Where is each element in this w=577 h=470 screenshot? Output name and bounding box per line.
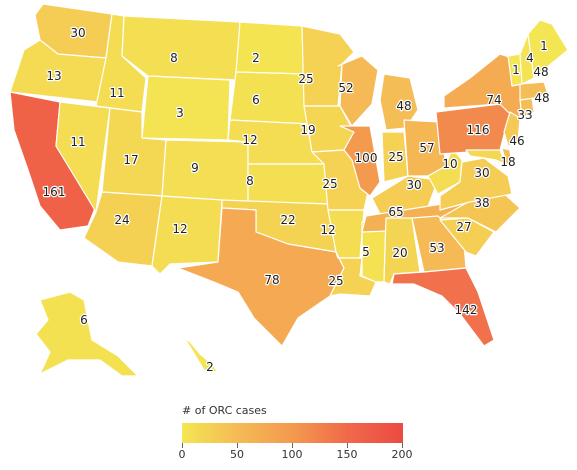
state-me: [527, 19, 569, 79]
state-ga: [411, 215, 467, 273]
legend-tick-label: 150: [336, 448, 358, 461]
state-value-label-ks: 8: [246, 174, 254, 188]
state-value-label-tn: 65: [388, 205, 403, 219]
state-value-label-me: 1: [540, 39, 548, 53]
state-value-label-wv: 10: [442, 157, 457, 171]
state-de: [501, 147, 513, 167]
state-wv: [427, 147, 463, 195]
legend-tick: [182, 443, 183, 448]
state-value-label-ga: 53: [429, 241, 444, 255]
state-il: [339, 125, 381, 197]
state-value-label-il: 100: [355, 151, 378, 165]
state-ma: [519, 81, 549, 101]
state-value-label-sc: 27: [456, 220, 471, 234]
state-value-label-co: 9: [191, 161, 199, 175]
state-ks: [247, 163, 329, 205]
state-value-label-ca: 161: [43, 185, 66, 199]
us-choropleth-map: 30 13 161 11 11 8 3 17 24 9 12 2 6 12 8 22 78 25 19 25 12 25 5…: [9, 3, 569, 377]
state-value-label-nd: 2: [252, 51, 260, 65]
state-value-label-nj: 33: [517, 108, 532, 122]
state-value-label-ky: 30: [406, 178, 421, 192]
state-value-label-fl: 142: [455, 303, 478, 317]
state-nj: [503, 111, 521, 147]
state-value-label-ct: 48: [534, 91, 549, 105]
color-legend: # of ORC cases 0 50 100 150 200: [176, 404, 416, 466]
state-tx: [177, 207, 345, 347]
state-md: [465, 149, 507, 165]
legend-tick-label: 100: [281, 448, 303, 461]
state-value-label-mi: 48: [396, 99, 411, 113]
state-value-label-mo: 25: [322, 177, 337, 191]
state-value-label-ny: 74: [486, 93, 501, 107]
legend-tick: [237, 443, 238, 448]
state-value-label-hi: 2: [206, 360, 214, 374]
state-value-label-mn: 25: [298, 72, 313, 86]
legend-tick: [292, 443, 293, 448]
state-value-label-vt: 1: [512, 63, 520, 77]
state-fl: [391, 267, 495, 347]
state-value-label-ne: 12: [242, 133, 257, 147]
state-value-label-tx: 78: [264, 273, 279, 287]
state-value-label-la: 25: [328, 274, 343, 288]
state-value-label-ar: 12: [320, 223, 335, 237]
state-value-label-nc: 38: [474, 196, 489, 210]
legend-tick: [347, 443, 348, 448]
state-la: [329, 251, 377, 297]
state-value-label-ma: 48: [533, 65, 548, 79]
state-value-label-oh: 57: [419, 141, 434, 155]
state-value-label-in: 25: [388, 150, 403, 164]
state-value-label-ut: 17: [123, 153, 138, 167]
state-value-label-nm: 12: [172, 222, 187, 236]
state-value-label-va: 30: [474, 166, 489, 180]
state-value-label-mt: 8: [170, 51, 178, 65]
state-value-label-ms: 5: [362, 245, 370, 259]
state-value-label-or: 13: [46, 69, 61, 83]
state-value-label-ia: 19: [300, 123, 315, 137]
state-value-label-wa: 30: [70, 26, 85, 40]
state-wy: [141, 75, 231, 141]
state-hi: [183, 337, 219, 373]
state-value-label-de: 46: [509, 134, 524, 148]
state-ak: [35, 291, 139, 377]
state-value-label-pa: 116: [467, 123, 490, 137]
state-co: [161, 139, 249, 203]
state-value-label-nh: 4: [526, 51, 534, 65]
state-nd: [235, 21, 305, 75]
state-mt: [121, 15, 241, 81]
state-value-label-al: 20: [392, 246, 407, 260]
state-value-label-wy: 3: [176, 106, 184, 120]
state-value-label-wi: 52: [338, 81, 353, 95]
legend-title: # of ORC cases: [182, 404, 267, 417]
legend-tick: [402, 443, 403, 448]
legend-color-bar: [182, 423, 403, 443]
state-va: [439, 157, 513, 211]
state-value-label-az: 24: [114, 213, 129, 227]
state-value-label-ok: 22: [280, 213, 295, 227]
state-value-label-md: 18: [500, 155, 515, 169]
state-value-label-ak: 6: [80, 313, 88, 327]
state-value-label-sd: 6: [252, 93, 260, 107]
legend-tick-label: 50: [230, 448, 244, 461]
state-value-label-nv: 11: [70, 135, 85, 149]
state-value-label-id: 11: [109, 86, 124, 100]
state-wi: [337, 55, 379, 127]
legend-tick-label: 200: [391, 448, 413, 461]
map-svg: 3013161111183172491226128227825192512255…: [9, 3, 569, 377]
legend-tick-label: 0: [178, 448, 186, 461]
